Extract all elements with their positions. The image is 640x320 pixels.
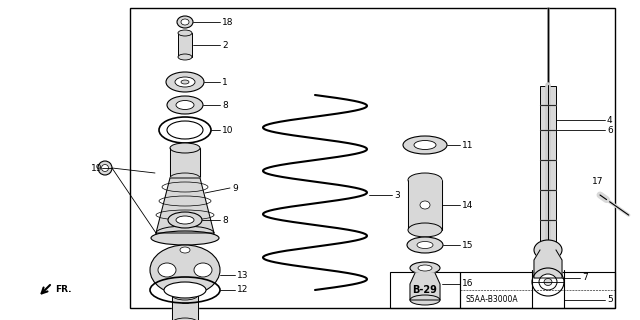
Ellipse shape [175, 77, 195, 87]
Ellipse shape [544, 278, 552, 285]
Bar [178, 33, 192, 57]
Ellipse shape [166, 72, 204, 92]
Ellipse shape [403, 136, 447, 154]
Ellipse shape [151, 231, 219, 245]
Ellipse shape [167, 121, 203, 139]
Ellipse shape [417, 242, 433, 249]
Ellipse shape [180, 247, 190, 253]
Ellipse shape [178, 30, 192, 36]
Ellipse shape [410, 295, 440, 305]
Text: 12: 12 [237, 285, 248, 294]
Text: 14: 14 [462, 201, 474, 210]
Ellipse shape [410, 262, 440, 274]
Ellipse shape [156, 226, 214, 240]
Text: 10: 10 [222, 125, 234, 134]
Ellipse shape [172, 290, 198, 300]
Text: B-29: B-29 [413, 285, 437, 295]
Ellipse shape [181, 80, 189, 84]
Ellipse shape [181, 19, 189, 25]
Ellipse shape [170, 173, 200, 183]
Polygon shape [156, 178, 214, 233]
Text: 3: 3 [394, 190, 400, 199]
Ellipse shape [408, 173, 442, 187]
Ellipse shape [407, 237, 443, 253]
Bar [540, 86, 556, 250]
Text: 16: 16 [462, 279, 474, 289]
Ellipse shape [164, 282, 206, 298]
Ellipse shape [172, 318, 198, 320]
Polygon shape [408, 180, 442, 230]
Ellipse shape [158, 263, 176, 277]
Polygon shape [534, 250, 562, 278]
Text: 13: 13 [237, 270, 248, 279]
Bar [460, 272, 615, 308]
Text: 15: 15 [462, 241, 474, 250]
Text: 4: 4 [607, 116, 612, 124]
Text: 8: 8 [222, 215, 228, 225]
Text: 1: 1 [222, 77, 228, 86]
Ellipse shape [418, 265, 432, 271]
Ellipse shape [150, 245, 220, 295]
Text: 17: 17 [592, 177, 604, 186]
Polygon shape [172, 295, 198, 320]
Text: 5: 5 [607, 295, 612, 305]
Polygon shape [410, 273, 440, 300]
Text: 9: 9 [232, 183, 237, 193]
Ellipse shape [194, 263, 212, 277]
Ellipse shape [176, 100, 194, 109]
Ellipse shape [178, 54, 192, 60]
Polygon shape [170, 148, 200, 178]
Ellipse shape [98, 161, 112, 175]
Text: 2: 2 [222, 41, 228, 50]
Ellipse shape [414, 140, 436, 149]
Text: 18: 18 [222, 18, 234, 27]
Ellipse shape [177, 16, 193, 28]
Text: S5AA-B3000A: S5AA-B3000A [465, 295, 518, 305]
Bar [130, 8, 615, 308]
Text: 7: 7 [582, 274, 588, 283]
Ellipse shape [167, 96, 203, 114]
Text: 11: 11 [462, 140, 474, 149]
Ellipse shape [539, 274, 557, 290]
Ellipse shape [408, 223, 442, 237]
Ellipse shape [102, 164, 109, 172]
Bar [390, 272, 460, 308]
Text: 19: 19 [90, 164, 102, 172]
Ellipse shape [534, 240, 562, 260]
Ellipse shape [168, 212, 202, 228]
Ellipse shape [420, 201, 430, 209]
Ellipse shape [170, 143, 200, 153]
Text: FR.: FR. [55, 285, 72, 294]
Text: 6: 6 [607, 125, 612, 134]
Ellipse shape [176, 216, 194, 224]
Text: 8: 8 [222, 100, 228, 109]
